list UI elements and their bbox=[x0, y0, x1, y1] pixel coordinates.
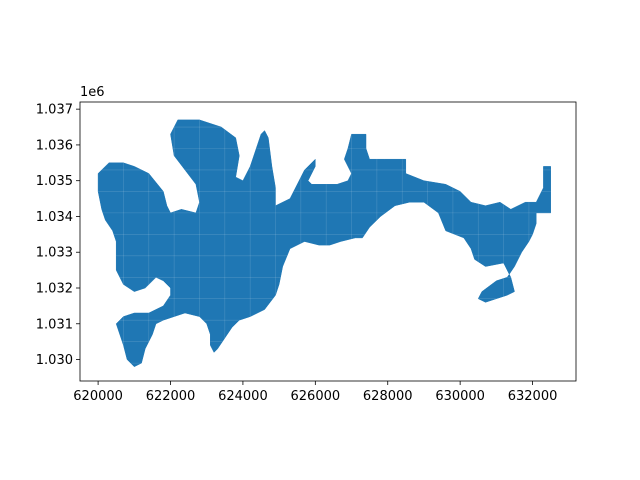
y-axis: 1.030 1.031 1.032 1.033 1.034 1.035 1.036 1.037 bbox=[36, 103, 80, 368]
y-tick-label: 1.034 bbox=[36, 210, 73, 225]
x-tick-label: 624000 bbox=[218, 389, 268, 404]
axes-frame bbox=[79, 101, 577, 382]
y-tick-label: 1.032 bbox=[36, 282, 73, 297]
x-tick-label: 628000 bbox=[363, 389, 413, 404]
water-body-polygon bbox=[97, 119, 551, 367]
x-tick-label: 632000 bbox=[508, 389, 558, 404]
x-tick-label: 622000 bbox=[146, 389, 196, 404]
y-tick-label: 1.030 bbox=[36, 353, 73, 368]
x-tick-label: 626000 bbox=[291, 389, 341, 404]
y-tick-label: 1.037 bbox=[36, 103, 73, 118]
y-axis-offset-label: 1e6 bbox=[80, 85, 105, 100]
y-tick-label: 1.036 bbox=[36, 138, 73, 153]
y-tick-label: 1.035 bbox=[36, 174, 73, 189]
x-tick-label: 630000 bbox=[435, 389, 485, 404]
y-tick-label: 1.031 bbox=[36, 317, 73, 332]
x-axis: 620000 622000 624000 626000 628000 630000 6320… bbox=[73, 381, 557, 404]
x-tick-label: 620000 bbox=[73, 389, 123, 404]
y-tick-label: 1.033 bbox=[36, 246, 73, 261]
